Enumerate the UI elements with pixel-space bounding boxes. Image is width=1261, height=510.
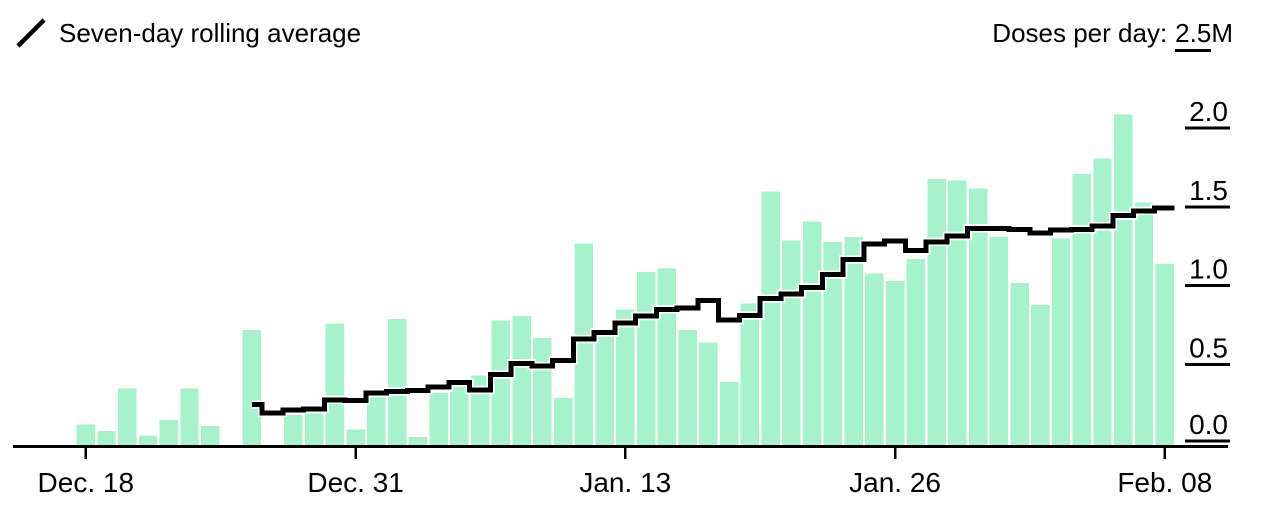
- bar-feb-05: [1093, 158, 1112, 446]
- bar-jan-18: [719, 382, 739, 445]
- bar-dec-29: [304, 413, 324, 445]
- bar-jan-23: [823, 241, 842, 445]
- bar-dec-18: [76, 424, 95, 445]
- doses-per-day-readout: Doses per day: 2.5M: [992, 16, 1233, 52]
- bar-jan-31: [989, 237, 1008, 445]
- bar-feb-06: [1114, 114, 1133, 446]
- bar-jan-27: [906, 259, 925, 445]
- x-tick-label-jan-26: Jan. 26: [849, 467, 941, 498]
- bar-jan-30: [968, 188, 988, 446]
- bar-feb-08: [1155, 263, 1174, 445]
- bar-jan-14: [636, 271, 656, 446]
- bar-feb-01: [1010, 282, 1029, 445]
- bar-jan-28: [927, 178, 946, 446]
- bar-jan-02: [387, 319, 407, 445]
- x-tick-label-feb-08: Feb. 08: [1117, 467, 1212, 498]
- y-tick-label-1-5: 1.5: [1189, 175, 1228, 206]
- bar-jan-21: [782, 240, 801, 446]
- diagonal-line-icon: [16, 18, 46, 48]
- bar-feb-03: [1051, 238, 1071, 445]
- chart-header: Seven-day rolling average Doses per day:…: [0, 0, 1261, 60]
- bar-jan-15: [657, 268, 676, 445]
- bar-dec-20: [118, 388, 137, 445]
- x-tick-label-jan-13: Jan. 13: [579, 467, 671, 498]
- bar-jan-12: [595, 336, 614, 445]
- bar-jan-05: [450, 382, 469, 445]
- kpi-label: Doses per day:: [992, 18, 1168, 48]
- bar-jan-03: [408, 437, 427, 445]
- y-tick-label-2-0: 2.0: [1189, 96, 1228, 127]
- bar-jan-10: [553, 397, 573, 446]
- bar-jan-24: [844, 237, 863, 445]
- bar-jan-11: [574, 243, 593, 445]
- bar-jan-01: [367, 394, 386, 445]
- rolling-average-line: [251, 205, 1175, 416]
- bar-jan-29: [948, 180, 967, 445]
- bar-jan-16: [678, 330, 697, 445]
- bar-dec-28: [284, 415, 303, 445]
- bar-jan-07: [491, 320, 510, 445]
- kpi-suffix: M: [1211, 18, 1233, 48]
- kpi-value: 2.5: [1175, 18, 1212, 52]
- bar-dec-26: [242, 330, 261, 445]
- bar-dec-31: [346, 429, 365, 446]
- bar-jan-26: [885, 281, 905, 445]
- bar-jan-20: [761, 191, 780, 445]
- bar-feb-07: [1134, 202, 1154, 445]
- legend-label: Seven-day rolling average: [59, 18, 362, 48]
- bar-jan-04: [429, 393, 448, 445]
- bar-jan-09: [533, 337, 552, 445]
- bar-jan-22: [802, 221, 822, 445]
- bar-dec-23: [180, 388, 199, 445]
- bar-dec-21: [138, 435, 158, 445]
- x-tick-label-dec-18: Dec. 18: [38, 467, 135, 498]
- bar-feb-02: [1031, 304, 1050, 445]
- bar-jan-13: [616, 309, 635, 445]
- legend: Seven-day rolling average: [16, 16, 361, 50]
- y-tick-label-0-5: 0.5: [1189, 332, 1228, 363]
- y-tick-label-1-0: 1.0: [1189, 254, 1228, 285]
- bar-dec-24: [201, 426, 220, 445]
- bar-jan-19: [740, 303, 759, 446]
- bar-jan-17: [699, 342, 718, 445]
- bar-jan-25: [865, 273, 884, 445]
- bar-dec-22: [159, 419, 178, 445]
- y-tick-label-0-0: 0.0: [1189, 409, 1228, 440]
- bar-jan-08: [512, 315, 531, 445]
- bar-dec-30: [325, 323, 344, 445]
- bar-feb-04: [1072, 174, 1091, 445]
- bar-dec-19: [97, 430, 116, 445]
- x-tick-label-dec-31: Dec. 31: [307, 467, 404, 498]
